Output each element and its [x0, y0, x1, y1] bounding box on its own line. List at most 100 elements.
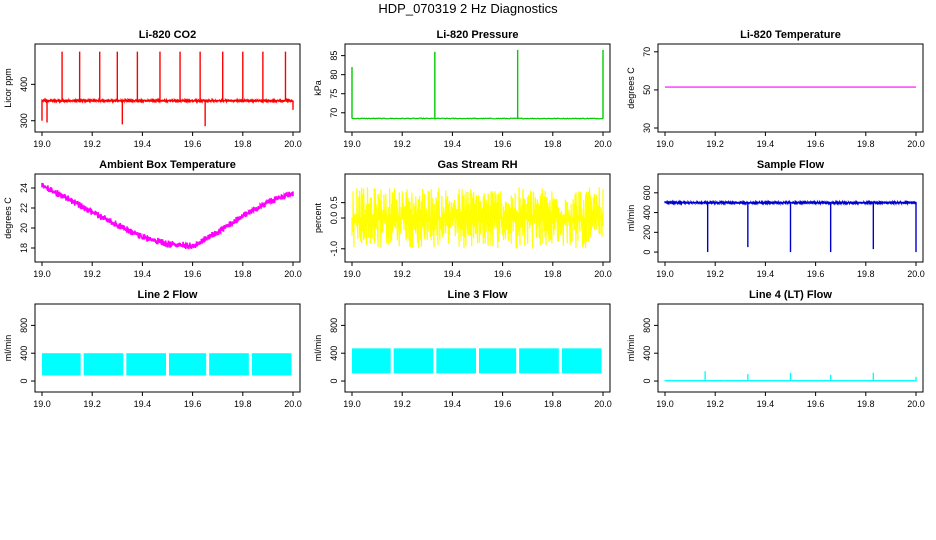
- y-tick-label: 0.5: [329, 196, 339, 209]
- y-tick-label: 18: [19, 243, 29, 253]
- y-tick-label: 800: [642, 318, 652, 333]
- x-tick-label: 19.8: [544, 269, 562, 279]
- data-band: [519, 348, 559, 374]
- x-tick-label: 20.0: [594, 139, 612, 149]
- x-tick-label: 19.4: [757, 269, 775, 279]
- x-tick-label: 19.0: [33, 399, 51, 409]
- x-tick-label: 19.0: [656, 139, 674, 149]
- x-tick-label: 19.2: [393, 139, 411, 149]
- y-tick-label: 0: [642, 379, 652, 384]
- x-tick-label: 19.2: [393, 399, 411, 409]
- x-tick-label: 20.0: [284, 139, 302, 149]
- x-tick-label: 19.2: [706, 269, 724, 279]
- data-band: [436, 348, 476, 374]
- x-tick-label: 19.2: [393, 269, 411, 279]
- x-tick-label: 19.2: [706, 139, 724, 149]
- y-tick-label: 400: [329, 346, 339, 361]
- data-band: [479, 348, 517, 374]
- x-tick-label: 19.6: [184, 139, 202, 149]
- x-tick-label: 19.4: [134, 139, 152, 149]
- y-axis-label: Licor ppm: [3, 68, 13, 108]
- x-tick-label: 19.4: [757, 399, 775, 409]
- chart-line-2-flow: Line 2 Flow ml/min 19.0 19.2 19.4 19.6 19.8 20.…: [3, 289, 302, 409]
- chart-title: Ambient Box Temperature: [99, 159, 236, 171]
- x-tick-label: 19.6: [184, 269, 202, 279]
- x-tick-label: 19.0: [33, 139, 51, 149]
- plot-frame: [657, 43, 924, 133]
- chart-title: Line 2 Flow: [138, 289, 198, 301]
- plot-frame: [657, 173, 924, 263]
- y-tick-label: 400: [642, 346, 652, 361]
- chart-title: Li-820 Temperature: [740, 29, 841, 41]
- x-tick-label: 19.4: [757, 139, 775, 149]
- data-series: [41, 182, 294, 250]
- x-tick-label: 20.0: [284, 399, 302, 409]
- data-band: [83, 353, 124, 376]
- x-tick-label: 19.4: [444, 139, 462, 149]
- x-tick-label: 19.8: [544, 399, 562, 409]
- x-tick-label: 19.8: [544, 139, 562, 149]
- chart-title: Li-820 CO2: [139, 29, 196, 41]
- y-axis-label: degrees C: [3, 197, 13, 239]
- chart-sample-flow: Sample Flow ml/min 19.0 19.2 19.4 19.6 19.8 20.…: [626, 159, 925, 279]
- chart-gas-stream-rh: Gas Stream RH percent 19.0 19.2 19.4 19.6 19.8…: [313, 159, 612, 279]
- x-tick-label: 19.4: [134, 399, 152, 409]
- data-series: [351, 117, 604, 120]
- y-tick-label: 80: [329, 70, 339, 80]
- x-tick-label: 19.8: [857, 139, 875, 149]
- y-tick-label: 400: [642, 205, 652, 220]
- y-tick-label: 800: [329, 318, 339, 333]
- x-tick-label: 19.0: [343, 269, 361, 279]
- x-tick-label: 19.0: [656, 269, 674, 279]
- x-tick-label: 19.8: [857, 269, 875, 279]
- data-band: [352, 348, 391, 374]
- y-tick-label: 30: [642, 123, 652, 133]
- y-tick-label: 85: [329, 51, 339, 61]
- chart-line-3-flow: Line 3 Flow ml/min 19.0 19.2 19.4 19.6 19.8 20.…: [313, 289, 612, 409]
- chart-title: Sample Flow: [757, 159, 825, 171]
- plot-frame: [34, 43, 301, 133]
- y-tick-label: 70: [329, 108, 339, 118]
- x-tick-label: 19.8: [234, 269, 252, 279]
- data-series: [41, 97, 294, 105]
- chart-title: Gas Stream RH: [437, 159, 517, 171]
- y-tick-label: 400: [19, 346, 29, 361]
- y-tick-label: 22: [19, 203, 29, 213]
- y-tick-label: 400: [19, 77, 29, 92]
- x-tick-label: 19.0: [343, 139, 361, 149]
- x-tick-label: 19.6: [807, 139, 825, 149]
- x-tick-label: 20.0: [284, 269, 302, 279]
- chart-ambient-box-temperature: Ambient Box Temperature degrees C 19.0 19.2…: [3, 159, 302, 279]
- x-tick-label: 20.0: [594, 269, 612, 279]
- chart-li-820-co2: Li-820 CO2 Licor ppm 19.0 19.2 19.4 19.6 19.8 2…: [3, 29, 302, 149]
- y-tick-label: 20: [19, 223, 29, 233]
- y-tick-label: 300: [19, 113, 29, 128]
- y-tick-label: 0: [19, 379, 29, 384]
- y-tick-label: 600: [642, 185, 652, 200]
- chart-li-820-pressure: Li-820 Pressure kPa 19.0 19.2 19.4 19.6 19.8 20…: [313, 29, 612, 149]
- x-tick-label: 19.4: [134, 269, 152, 279]
- y-tick-label: 70: [642, 47, 652, 57]
- y-axis-label: percent: [313, 202, 323, 233]
- x-tick-label: 19.0: [656, 399, 674, 409]
- y-axis-label: ml/min: [626, 205, 636, 232]
- chart-title: Li-820 Pressure: [437, 29, 519, 41]
- x-tick-label: 20.0: [907, 139, 925, 149]
- x-tick-label: 19.6: [494, 399, 512, 409]
- x-tick-label: 19.2: [706, 399, 724, 409]
- x-tick-label: 20.0: [907, 269, 925, 279]
- data-band: [561, 348, 602, 374]
- plot-frame: [344, 303, 611, 393]
- y-tick-label: -1.0: [329, 241, 339, 257]
- y-tick-label: 200: [642, 225, 652, 240]
- x-tick-label: 19.0: [343, 399, 361, 409]
- data-band: [169, 353, 207, 376]
- plot-frame: [657, 303, 924, 393]
- x-tick-label: 19.6: [184, 399, 202, 409]
- chart-title: Line 4 (LT) Flow: [749, 289, 832, 301]
- y-tick-label: 800: [19, 318, 29, 333]
- page-title: HDP_070319 2 Hz Diagnostics: [378, 1, 558, 16]
- data-band: [251, 353, 292, 376]
- y-axis-label: degrees C: [626, 67, 636, 109]
